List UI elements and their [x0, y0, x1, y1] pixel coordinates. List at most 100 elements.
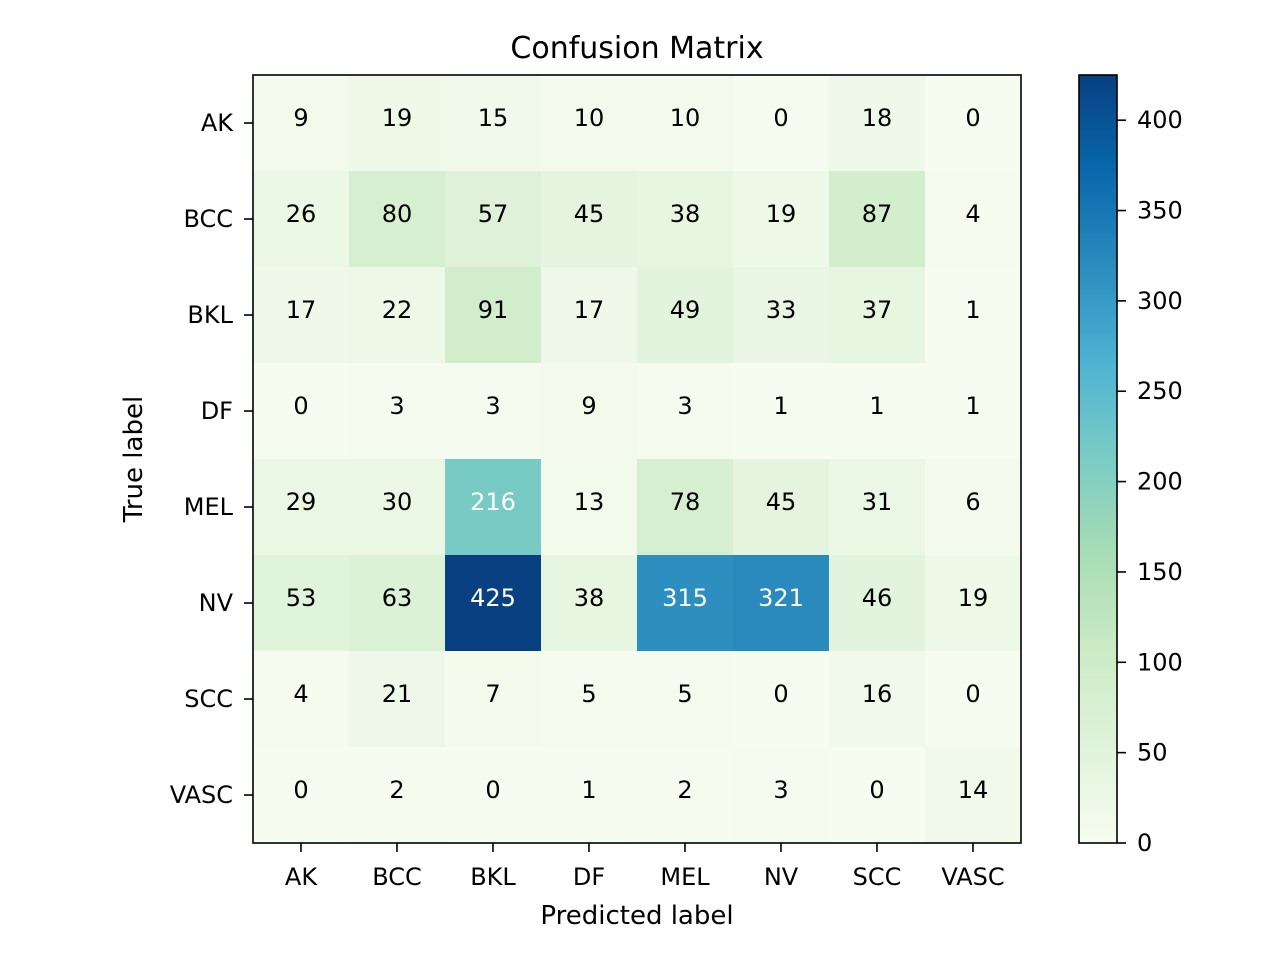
cell-BKL-AK: [253, 267, 350, 364]
cell-value: 63: [382, 584, 413, 612]
cell-BKL-MEL: [637, 267, 734, 364]
cell-value: 10: [574, 104, 605, 132]
cell-value: 4: [293, 680, 308, 708]
cell-VASC-DF: [541, 747, 638, 844]
cell-value: 7: [485, 680, 500, 708]
cell-value: 216: [470, 488, 516, 516]
cell-BKL-NV: [733, 267, 830, 364]
y-axis-ticks: AK BCC BKL DF MEL NV SCC VASC: [170, 109, 253, 809]
cell-value: 46: [862, 584, 893, 612]
x-tick-label: BKL: [470, 863, 516, 891]
x-tick-label: NV: [764, 863, 799, 891]
cell-AK-SCC: [829, 75, 926, 172]
y-axis-label: True label: [119, 396, 149, 523]
cell-value: 3: [773, 776, 788, 804]
cell-value: 1: [869, 392, 884, 420]
x-tick-label: VASC: [941, 863, 1004, 891]
cell-DF-VASC: [925, 363, 1022, 460]
cell-AK-BCC: [349, 75, 446, 172]
cell-value: 16: [862, 680, 893, 708]
cell-value: 0: [773, 680, 788, 708]
cell-NV-BKL: [445, 555, 542, 652]
cell-value: 49: [670, 296, 701, 324]
cell-value: 37: [862, 296, 893, 324]
cell-value: 321: [758, 584, 804, 612]
colorbar-tick-label: 50: [1137, 739, 1168, 767]
cell-BKL-SCC: [829, 267, 926, 364]
cell-value: 1: [773, 392, 788, 420]
cell-NV-VASC: [925, 555, 1022, 652]
cell-value: 45: [574, 200, 605, 228]
cell-DF-NV: [733, 363, 830, 460]
cell-MEL-BKL: [445, 459, 542, 556]
cell-VASC-BKL: [445, 747, 542, 844]
cell-AK-MEL: [637, 75, 734, 172]
cell-value: 29: [286, 488, 317, 516]
y-tick-label: VASC: [170, 781, 233, 809]
cell-SCC-VASC: [925, 651, 1022, 748]
cell-MEL-MEL: [637, 459, 734, 556]
cell-value: 45: [766, 488, 797, 516]
cell-value: 38: [670, 200, 701, 228]
cell-DF-MEL: [637, 363, 734, 460]
cell-value: 0: [485, 776, 500, 804]
cell-DF-BCC: [349, 363, 446, 460]
y-tick-label: MEL: [184, 493, 234, 521]
cell-value: 17: [574, 296, 605, 324]
cell-BCC-NV: [733, 171, 830, 268]
colorbar-gradient: [1079, 75, 1117, 843]
cell-value: 53: [286, 584, 317, 612]
cell-value: 5: [581, 680, 596, 708]
cell-value: 0: [965, 680, 980, 708]
colorbar-tick-label: 250: [1137, 377, 1183, 405]
cell-SCC-SCC: [829, 651, 926, 748]
cell-AK-BKL: [445, 75, 542, 172]
cell-BCC-BCC: [349, 171, 446, 268]
cell-NV-NV: [733, 555, 830, 652]
cell-value: 13: [574, 488, 605, 516]
cell-MEL-VASC: [925, 459, 1022, 556]
cell-value: 3: [389, 392, 404, 420]
x-tick-label: AK: [285, 863, 318, 891]
heatmap-cell-labels: 9 19 15 10 10 0 18 026 80 57 45 38 19 87 417 22 91 17 49 33…: [286, 104, 989, 804]
cell-SCC-BCC: [349, 651, 446, 748]
x-tick-label: MEL: [660, 863, 710, 891]
cell-MEL-SCC: [829, 459, 926, 556]
cell-value: 315: [662, 584, 708, 612]
cell-value: 15: [478, 104, 509, 132]
cell-value: 0: [869, 776, 884, 804]
cell-value: 22: [382, 296, 413, 324]
x-tick-label: SCC: [853, 863, 902, 891]
cell-value: 1: [581, 776, 596, 804]
colorbar-tick-label: 0: [1137, 829, 1152, 857]
cell-NV-AK: [253, 555, 350, 652]
cell-VASC-MEL: [637, 747, 734, 844]
cell-AK-DF: [541, 75, 638, 172]
cell-MEL-AK: [253, 459, 350, 556]
cell-NV-MEL: [637, 555, 734, 652]
cell-value: 2: [677, 776, 692, 804]
y-tick-label: SCC: [184, 685, 233, 713]
cell-VASC-VASC: [925, 747, 1022, 844]
cell-VASC-BCC: [349, 747, 446, 844]
cell-value: 38: [574, 584, 605, 612]
plot-frame: [252, 74, 1022, 844]
cell-value: 17: [286, 296, 317, 324]
colorbar-tick-label: 150: [1137, 558, 1183, 586]
cell-AK-VASC: [925, 75, 1022, 172]
cell-value: 31: [862, 488, 893, 516]
cell-MEL-BCC: [349, 459, 446, 556]
chart-title: Confusion Matrix: [510, 31, 763, 66]
cell-value: 19: [958, 584, 989, 612]
cell-DF-DF: [541, 363, 638, 460]
cell-MEL-NV: [733, 459, 830, 556]
x-tick-label: DF: [573, 863, 605, 891]
y-tick-label: BKL: [187, 301, 233, 329]
cell-DF-AK: [253, 363, 350, 460]
cell-value: 5: [677, 680, 692, 708]
cell-value: 19: [766, 200, 797, 228]
cell-SCC-DF: [541, 651, 638, 748]
y-tick-label: DF: [201, 397, 233, 425]
colorbar-tick-label: 350: [1137, 197, 1183, 225]
